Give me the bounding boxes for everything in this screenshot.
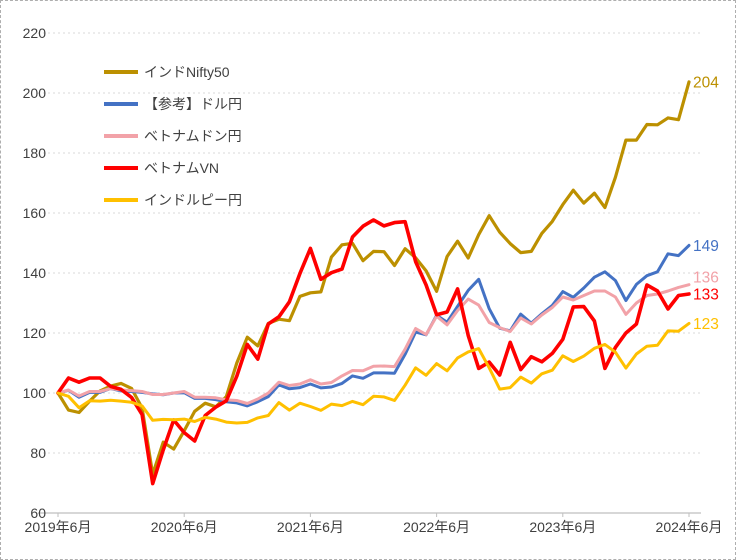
legend-label-usdjpy: 【参考】ドル円 — [144, 96, 242, 112]
y-tick-label: 120 — [23, 325, 47, 341]
y-tick-label: 220 — [23, 25, 47, 41]
series-line-vn-index — [56, 218, 691, 486]
legend-label-vn-index: ベトナムVN — [144, 160, 219, 176]
y-tick-label: 200 — [23, 85, 47, 101]
end-value-label-inr-jpy: 123 — [693, 316, 719, 333]
x-tick-label: 2024年6月 — [656, 519, 723, 535]
series-line-inr-jpy — [56, 321, 691, 425]
series-line-nifty50 — [56, 80, 691, 476]
x-tick-label: 2023年6月 — [529, 519, 596, 535]
y-tick-label: 160 — [23, 205, 47, 221]
legend-label-nifty50: インドNifty50 — [144, 64, 230, 80]
series-line-vnd-jpy — [56, 283, 691, 405]
legend-label-inr-jpy: インドルピー円 — [144, 192, 242, 208]
x-tick-label: 2020年6月 — [151, 519, 218, 535]
x-tick-label: 2019年6月 — [25, 519, 92, 535]
y-tick-label: 180 — [23, 145, 47, 161]
y-tick-label: 60 — [30, 505, 46, 521]
y-tick-label: 80 — [30, 445, 46, 461]
end-value-label-vn-index: 133 — [693, 287, 719, 304]
end-value-label-nifty50: 204 — [693, 74, 719, 91]
y-tick-label: 140 — [23, 265, 47, 281]
x-tick-label: 2022年6月 — [403, 519, 470, 535]
y-tick-label: 100 — [23, 385, 47, 401]
legend-label-vnd-jpy: ベトナムドン円 — [144, 128, 242, 144]
end-value-label-vnd-jpy: 136 — [693, 270, 719, 287]
end-value-label-usdjpy: 149 — [693, 238, 719, 255]
x-tick-label: 2021年6月 — [277, 519, 344, 535]
